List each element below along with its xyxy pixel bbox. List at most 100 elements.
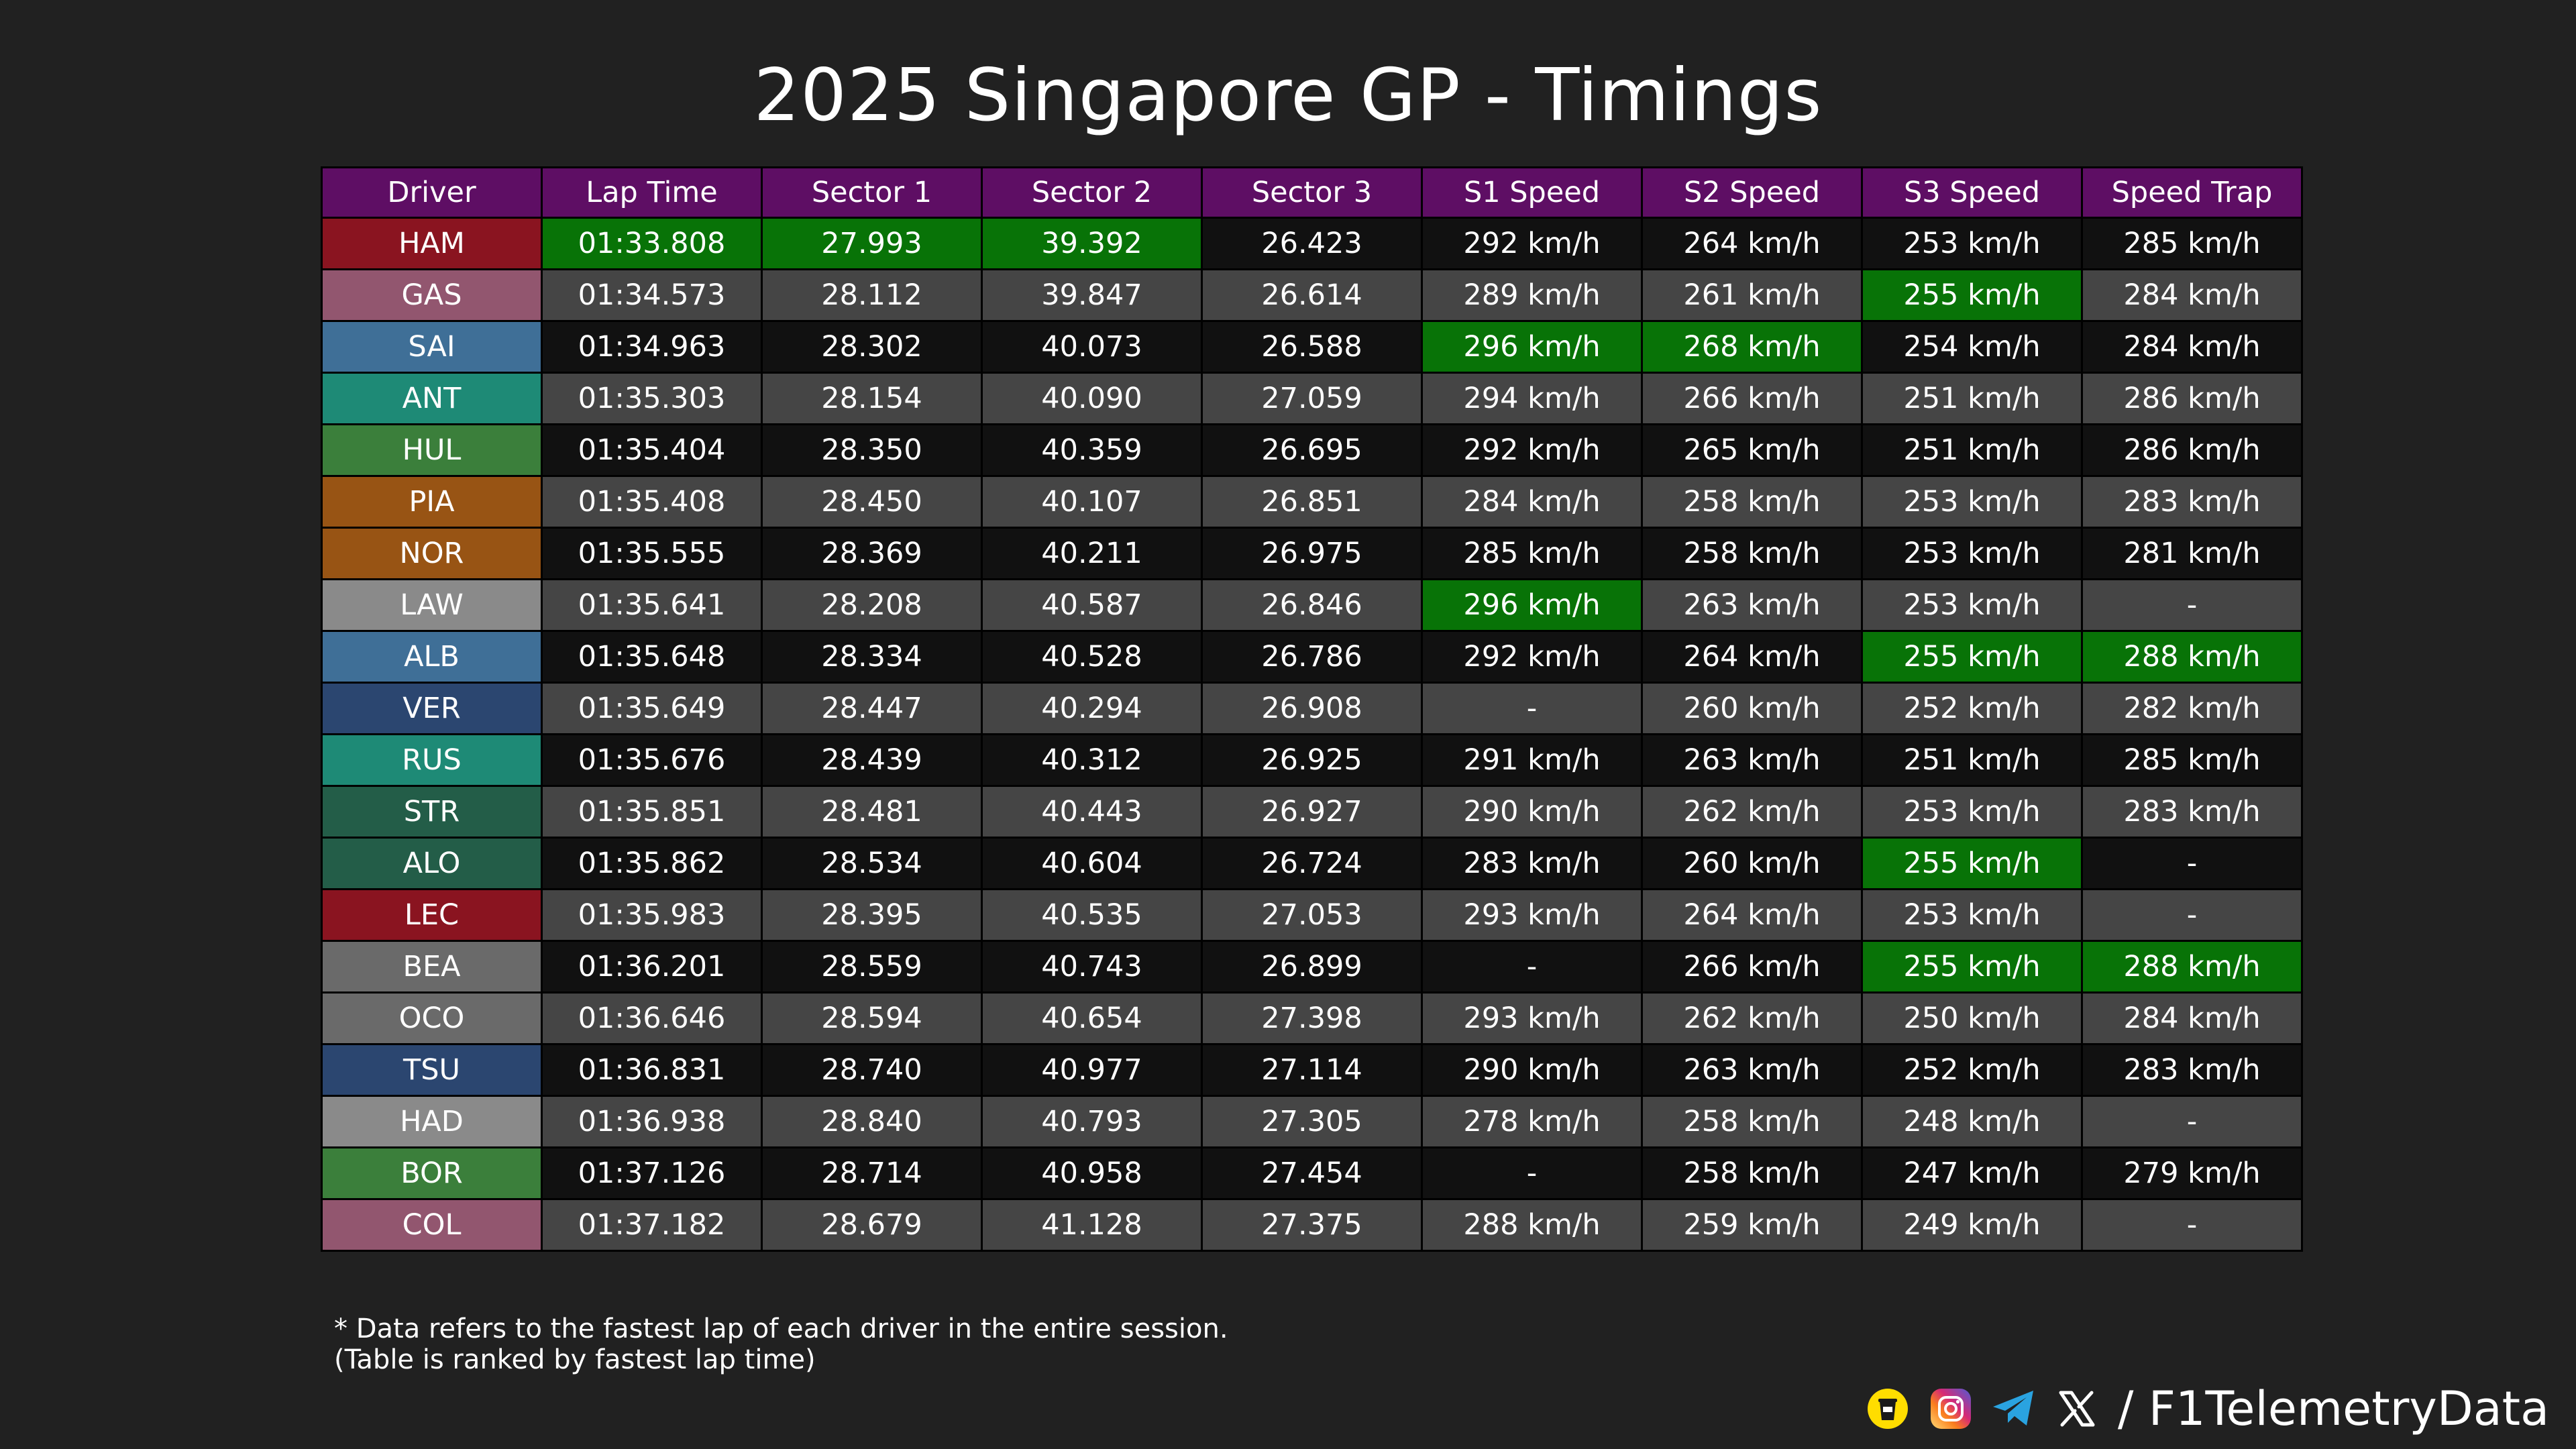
- table-cell: 01:35.404: [543, 425, 761, 475]
- table-cell: 260 km/h: [1643, 684, 1861, 733]
- table-cell: 40.312: [983, 735, 1201, 785]
- table-cell: 28.302: [763, 322, 981, 372]
- table-cell: 292 km/h: [1423, 425, 1641, 475]
- table-cell: 264 km/h: [1643, 219, 1861, 268]
- table-cell: 263 km/h: [1643, 580, 1861, 630]
- table-cell: 40.294: [983, 684, 1201, 733]
- table-cell: 01:34.963: [543, 322, 761, 372]
- driver-cell: OCO: [323, 994, 541, 1043]
- table-cell: 26.588: [1203, 322, 1421, 372]
- table-cell: 286 km/h: [2083, 374, 2301, 423]
- table-cell: 28.714: [763, 1148, 981, 1198]
- driver-cell: HUL: [323, 425, 541, 475]
- driver-cell: BEA: [323, 942, 541, 991]
- footnote-line-1: * Data refers to the fastest lap of each…: [334, 1313, 1228, 1344]
- table-cell: 28.334: [763, 632, 981, 682]
- table-cell: 292 km/h: [1423, 632, 1641, 682]
- table-cell: 285 km/h: [2083, 735, 2301, 785]
- table-cell: 40.535: [983, 890, 1201, 940]
- table-cell: 254 km/h: [1863, 322, 2081, 372]
- table-cell: 40.604: [983, 839, 1201, 888]
- table-row: OCO 01:36.646 28.594 40.654 27.398 293 km/h 26…: [323, 994, 2301, 1043]
- buymeacoffee-icon[interactable]: [1866, 1387, 1910, 1431]
- table-cell: 289 km/h: [1423, 270, 1641, 320]
- table-row: ALO 01:35.862 28.534 40.604 26.724 283 km/h 26…: [323, 839, 2301, 888]
- table-cell: 40.211: [983, 529, 1201, 578]
- table-cell: 290 km/h: [1423, 1045, 1641, 1095]
- table-cell: 27.053: [1203, 890, 1421, 940]
- social-handle[interactable]: / F1TelemetryData: [2117, 1381, 2549, 1436]
- table-cell: 285 km/h: [1423, 529, 1641, 578]
- table-row: LEC 01:35.983 28.395 40.535 27.053 293 km/h 26…: [323, 890, 2301, 940]
- table-cell: 27.375: [1203, 1200, 1421, 1250]
- driver-cell: ALB: [323, 632, 541, 682]
- table-cell: 40.654: [983, 994, 1201, 1043]
- table-cell: 01:35.983: [543, 890, 761, 940]
- column-header: Sector 2: [983, 168, 1201, 217]
- table-cell: 262 km/h: [1643, 787, 1861, 837]
- table-cell: 28.679: [763, 1200, 981, 1250]
- table-cell: 263 km/h: [1643, 1045, 1861, 1095]
- table-cell: 40.743: [983, 942, 1201, 991]
- table-row: SAI 01:34.963 28.302 40.073 26.588 296 km/h 26…: [323, 322, 2301, 372]
- table-row: TSU 01:36.831 28.740 40.977 27.114 290 km/h 26…: [323, 1045, 2301, 1095]
- table-cell: 26.927: [1203, 787, 1421, 837]
- table-cell: 283 km/h: [1423, 839, 1641, 888]
- table-cell: 248 km/h: [1863, 1097, 2081, 1146]
- table-cell: 265 km/h: [1643, 425, 1861, 475]
- x-icon[interactable]: [2055, 1387, 2099, 1431]
- table-cell: 40.587: [983, 580, 1201, 630]
- table-cell: 262 km/h: [1643, 994, 1861, 1043]
- table-header-row: Driver Lap Time Sector 1 Sector 2 Sector 3 S1…: [323, 168, 2301, 217]
- table-cell: 258 km/h: [1643, 1097, 1861, 1146]
- table-cell: 40.958: [983, 1148, 1201, 1198]
- table-row: HAD 01:36.938 28.840 40.793 27.305 278 km/h 25…: [323, 1097, 2301, 1146]
- table-cell: 26.851: [1203, 477, 1421, 527]
- table-row: HAM 01:33.808 27.993 39.392 26.423 292 km/h 26…: [323, 219, 2301, 268]
- column-header: Driver: [323, 168, 541, 217]
- table-cell: 40.528: [983, 632, 1201, 682]
- table-cell: 28.481: [763, 787, 981, 837]
- table-cell: 01:36.201: [543, 942, 761, 991]
- table-cell: -: [2083, 890, 2301, 940]
- table-cell: 247 km/h: [1863, 1148, 2081, 1198]
- timings-table: Driver Lap Time Sector 1 Sector 2 Sector 3 S1…: [321, 166, 2303, 1252]
- column-header: S3 Speed: [1863, 168, 2081, 217]
- table-cell: 01:35.862: [543, 839, 761, 888]
- instagram-icon[interactable]: [1929, 1387, 1973, 1431]
- driver-cell: RUS: [323, 735, 541, 785]
- table-cell: 291 km/h: [1423, 735, 1641, 785]
- table-cell: 255 km/h: [1863, 632, 2081, 682]
- table-cell: 27.993: [763, 219, 981, 268]
- column-header: Sector 1: [763, 168, 981, 217]
- table-row: BEA 01:36.201 28.559 40.743 26.899-266 km/h 2…: [323, 942, 2301, 991]
- table-row: ALB 01:35.648 28.334 40.528 26.786 292 km/h 26…: [323, 632, 2301, 682]
- column-header: Lap Time: [543, 168, 761, 217]
- table-cell: 264 km/h: [1643, 632, 1861, 682]
- table-cell: 27.114: [1203, 1045, 1421, 1095]
- driver-cell: TSU: [323, 1045, 541, 1095]
- table-cell: 283 km/h: [2083, 477, 2301, 527]
- table-cell: 27.454: [1203, 1148, 1421, 1198]
- table-cell: 01:35.649: [543, 684, 761, 733]
- table-cell: 01:35.648: [543, 632, 761, 682]
- table-cell: 266 km/h: [1643, 374, 1861, 423]
- table-cell: 28.559: [763, 942, 981, 991]
- telegram-icon[interactable]: [1992, 1387, 2036, 1431]
- table-cell: 283 km/h: [2083, 787, 2301, 837]
- table-cell: 266 km/h: [1643, 942, 1861, 991]
- table-cell: 252 km/h: [1863, 1045, 2081, 1095]
- table-cell: 290 km/h: [1423, 787, 1641, 837]
- table-body: HAM 01:33.808 27.993 39.392 26.423 292 km/h 26…: [323, 219, 2301, 1250]
- table-cell: 264 km/h: [1643, 890, 1861, 940]
- table-cell: 26.846: [1203, 580, 1421, 630]
- table-cell: 279 km/h: [2083, 1148, 2301, 1198]
- table-cell: 28.450: [763, 477, 981, 527]
- table-cell: 259 km/h: [1643, 1200, 1861, 1250]
- table-cell: 293 km/h: [1423, 890, 1641, 940]
- table-cell: 28.447: [763, 684, 981, 733]
- driver-cell: SAI: [323, 322, 541, 372]
- table-cell: 39.392: [983, 219, 1201, 268]
- table-cell: 26.614: [1203, 270, 1421, 320]
- table-row: STR 01:35.851 28.481 40.443 26.927 290 km/h 26…: [323, 787, 2301, 837]
